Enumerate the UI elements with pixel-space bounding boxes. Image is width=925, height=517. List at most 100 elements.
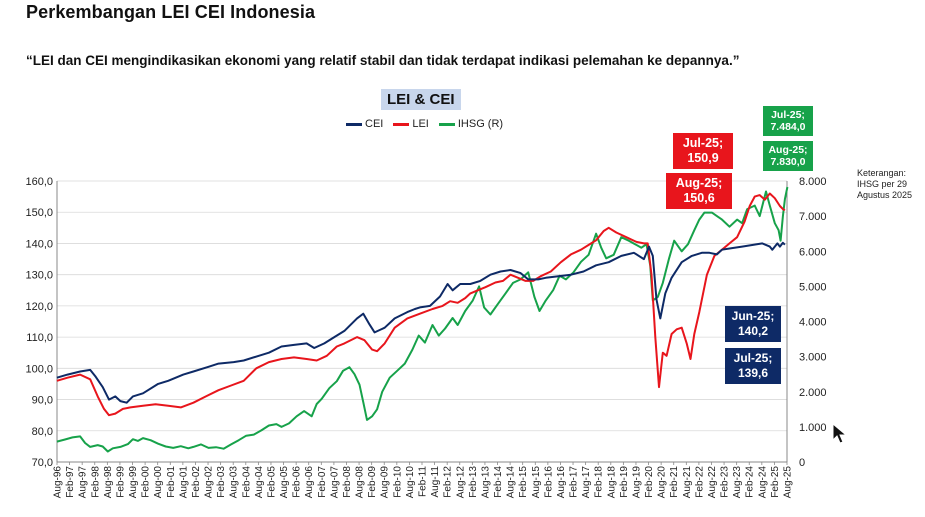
x-tick-label: Aug-19 bbox=[631, 466, 642, 499]
y-left-tick-label: 90,0 bbox=[32, 395, 53, 407]
x-tick-label: Feb-03 bbox=[216, 466, 227, 498]
x-tick-label: Aug-99 bbox=[128, 466, 139, 499]
x-tick-label: Aug-22 bbox=[707, 466, 718, 499]
x-tick-label: Feb-17 bbox=[569, 466, 580, 498]
y-left-tick-label: 70,0 bbox=[32, 457, 53, 469]
legend-label-ihsg: IHSG (R) bbox=[457, 118, 504, 130]
callout-ihsg-jul: Jul-25; 7.484,0 bbox=[763, 106, 813, 136]
y-right-tick-label: 3.000 bbox=[799, 352, 827, 364]
y-left-tick-label: 140,0 bbox=[25, 238, 53, 250]
x-tick-label: Feb-98 bbox=[90, 466, 101, 498]
y-left-tick-label: 100,0 bbox=[25, 363, 53, 375]
x-tick-label: Feb-09 bbox=[367, 466, 378, 498]
x-tick-label: Aug-98 bbox=[103, 466, 114, 499]
x-tick-label: Aug-23 bbox=[732, 466, 743, 499]
callout-ihsg-aug-value: 7.830,0 bbox=[770, 156, 806, 168]
x-tick-label: Aug-01 bbox=[178, 466, 189, 499]
callout-ihsg-aug-label: Aug-25; bbox=[768, 144, 808, 156]
legend-item-ihsg: IHSG (R) bbox=[438, 118, 504, 130]
x-tick-label: Aug-24 bbox=[757, 466, 768, 499]
page-title: Perkembangan LEI CEI Indonesia bbox=[26, 2, 316, 22]
y-right-tick-label: 1.000 bbox=[799, 422, 827, 434]
callout-cei-jul-value: 139,6 bbox=[737, 366, 769, 380]
callout-lei-aug-label: Aug-25; bbox=[675, 176, 723, 190]
y-right-tick-label: 8.000 bbox=[799, 176, 827, 188]
x-tick-label: Aug-16 bbox=[556, 466, 567, 499]
x-tick-label: Aug-03 bbox=[229, 466, 240, 499]
x-tick-label: Feb-18 bbox=[594, 466, 605, 498]
x-tick-label: Aug-12 bbox=[455, 466, 466, 499]
legend-swatch-cei bbox=[346, 122, 362, 126]
legend-label-cei: CEI bbox=[365, 118, 384, 130]
x-tick-label: Feb-07 bbox=[317, 466, 328, 498]
x-tick-label: Aug-96 bbox=[53, 466, 64, 499]
x-tick-label: Aug-13 bbox=[480, 466, 491, 499]
x-tick-label: Feb-04 bbox=[241, 466, 252, 498]
x-tick-label: Aug-00 bbox=[153, 466, 164, 499]
x-tick-label: Feb-05 bbox=[266, 466, 277, 498]
x-tick-label: Feb-97 bbox=[65, 466, 76, 498]
legend-swatch-ihsg bbox=[438, 122, 455, 126]
x-tick-label: Aug-17 bbox=[581, 466, 592, 499]
callout-cei-jun: Jun-25; 140,2 bbox=[725, 306, 781, 342]
x-tick-label: Aug-15 bbox=[531, 466, 542, 499]
y-left-tick-label: 160,0 bbox=[25, 176, 53, 188]
x-tick-label: Feb-99 bbox=[115, 466, 126, 498]
chart-legend: CEI LEI IHSG (R) bbox=[346, 118, 503, 130]
x-tick-label: Aug-06 bbox=[304, 466, 315, 499]
y-left-tick-label: 150,0 bbox=[25, 207, 53, 219]
y-right-tick-label: 5.000 bbox=[799, 281, 827, 293]
legend-item-cei: CEI bbox=[346, 118, 383, 130]
note-line-1: Keterangan: bbox=[857, 168, 907, 178]
x-tick-label: Aug-02 bbox=[204, 466, 215, 499]
callout-ihsg-jul-value: 7.484,0 bbox=[770, 121, 806, 133]
x-tick-label: Feb-10 bbox=[392, 466, 403, 498]
y-left-tick-label: 130,0 bbox=[25, 270, 53, 282]
x-tick-label: Aug-09 bbox=[380, 466, 391, 499]
x-tick-label: Feb-14 bbox=[493, 466, 504, 498]
y-right-tick-label: 6.000 bbox=[799, 246, 827, 258]
cei-series-line bbox=[56, 241, 786, 404]
x-tick-label: Aug-97 bbox=[78, 466, 89, 499]
x-tick-label: Feb-06 bbox=[292, 466, 303, 498]
callout-lei-aug: Aug-25; 150,6 bbox=[666, 173, 732, 209]
x-tick-label: Feb-21 bbox=[669, 466, 680, 498]
ihsg-date-note: Keterangan: IHSG per 29 Agustus 2025 bbox=[857, 168, 925, 201]
x-tick-label: Aug-08 bbox=[355, 466, 366, 499]
x-tick-label: Feb-24 bbox=[745, 466, 756, 498]
x-tick-label: Aug-18 bbox=[606, 466, 617, 499]
callout-lei-jul: Jul-25; 150,9 bbox=[673, 133, 733, 169]
y-left-tick-label: 120,0 bbox=[25, 301, 53, 313]
note-line-3: Agustus 2025 bbox=[857, 190, 913, 200]
legend-swatch-lei bbox=[393, 122, 410, 126]
callout-ihsg-jul-label: Jul-25; bbox=[771, 109, 805, 121]
x-tick-label: Feb-11 bbox=[418, 466, 429, 497]
callout-cei-jun-value: 140,2 bbox=[737, 324, 769, 338]
note-line-2: IHSG per 29 bbox=[857, 179, 908, 189]
callout-cei-jun-label: Jun-25; bbox=[731, 309, 775, 323]
y-right-tick-label: 0 bbox=[799, 457, 805, 469]
x-tick-label: Aug-05 bbox=[279, 466, 290, 499]
x-tick-label: Aug-04 bbox=[254, 466, 265, 499]
callout-lei-jul-label: Jul-25; bbox=[682, 136, 724, 150]
x-tick-label: Aug-21 bbox=[682, 466, 693, 499]
y-right-tick-label: 7.000 bbox=[799, 211, 827, 223]
x-tick-label: Feb-23 bbox=[720, 466, 731, 498]
x-tick-label: Aug-07 bbox=[329, 466, 340, 499]
x-tick-label: Feb-20 bbox=[644, 466, 655, 498]
chart-title: LEI & CEI bbox=[381, 89, 461, 110]
x-tick-label: Feb-25 bbox=[770, 466, 781, 498]
callout-cei-jul: Jul-25; 139,6 bbox=[725, 348, 781, 384]
callout-ihsg-aug: Aug-25; 7.830,0 bbox=[763, 141, 813, 171]
x-tick-label: Feb-16 bbox=[543, 466, 554, 498]
summary-quote: “LEI dan CEI mengindikasikan ekonomi yan… bbox=[26, 53, 740, 68]
callout-cei-jul-label: Jul-25; bbox=[733, 351, 773, 365]
x-tick-label: Aug-14 bbox=[506, 466, 517, 499]
x-tick-label: Feb-12 bbox=[443, 466, 454, 498]
y-left-tick-label: 110,0 bbox=[26, 332, 53, 344]
callout-lei-aug-value: 150,6 bbox=[683, 191, 715, 205]
x-tick-label: Feb-15 bbox=[518, 466, 529, 498]
callout-lei-jul-value: 150,9 bbox=[687, 151, 719, 165]
x-tick-label: Feb-00 bbox=[141, 466, 152, 498]
